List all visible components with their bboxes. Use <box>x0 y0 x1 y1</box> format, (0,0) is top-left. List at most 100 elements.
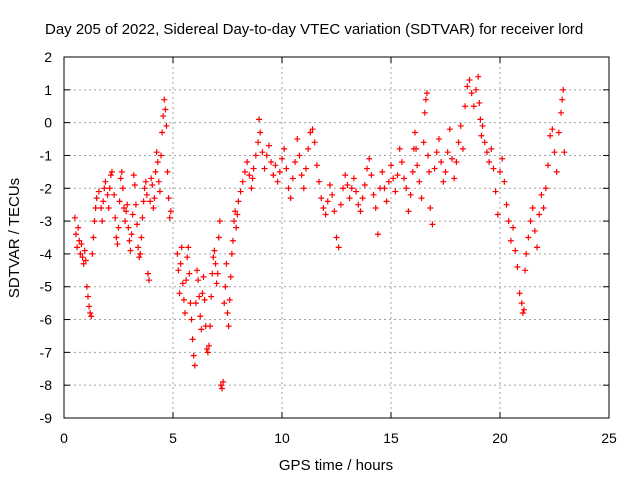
data-point <box>466 76 473 83</box>
data-point <box>212 260 219 267</box>
data-point <box>298 172 305 179</box>
y-axis-title: SDTVAR / TECUs <box>6 178 23 298</box>
data-point <box>265 142 272 149</box>
data-point <box>522 267 529 274</box>
data-point <box>174 250 181 257</box>
data-point <box>479 122 486 129</box>
data-point <box>276 168 283 175</box>
data-point <box>167 208 174 215</box>
data-point <box>95 188 102 195</box>
data-point <box>181 309 188 316</box>
data-point <box>185 244 192 251</box>
data-point <box>531 227 538 234</box>
data-point <box>208 293 215 300</box>
data-point <box>93 195 100 202</box>
data-point <box>542 185 549 192</box>
data-point <box>250 165 257 172</box>
data-point <box>538 191 545 198</box>
data-point <box>183 277 190 284</box>
data-point <box>102 178 109 185</box>
data-point <box>494 211 501 218</box>
data-point <box>195 277 202 284</box>
data-point <box>147 198 154 205</box>
data-point <box>309 126 316 133</box>
data-point <box>125 224 132 231</box>
data-point <box>259 149 266 156</box>
data-point <box>344 181 351 188</box>
data-point <box>193 267 200 274</box>
data-point <box>184 254 191 261</box>
data-point <box>189 336 196 343</box>
data-point <box>396 145 403 152</box>
y-tick-label: -5 <box>40 279 53 295</box>
data-point <box>390 175 397 182</box>
data-point <box>91 218 98 225</box>
data-point <box>425 152 432 159</box>
y-tick-label: -6 <box>40 312 53 328</box>
data-point <box>217 382 224 389</box>
data-point <box>302 165 309 172</box>
data-point <box>329 191 336 198</box>
data-point <box>201 296 208 303</box>
data-point <box>512 247 519 254</box>
data-point <box>216 218 223 225</box>
data-point <box>534 244 541 251</box>
data-point <box>549 126 556 133</box>
data-point <box>307 129 314 136</box>
data-point <box>75 224 82 231</box>
data-point <box>239 178 246 185</box>
data-point <box>226 296 233 303</box>
data-point <box>422 96 429 103</box>
data-point <box>199 290 206 297</box>
data-point <box>223 260 230 267</box>
data-point <box>503 201 510 208</box>
data-point <box>156 188 163 195</box>
data-point <box>187 300 194 307</box>
data-point <box>249 175 256 182</box>
data-point <box>311 139 318 146</box>
data-point <box>192 300 199 307</box>
data-point <box>392 188 399 195</box>
data-point <box>476 99 483 106</box>
data-point <box>368 172 375 179</box>
data-point <box>90 234 97 241</box>
data-point <box>477 116 484 123</box>
data-point <box>180 296 187 303</box>
data-point <box>296 152 303 159</box>
data-point <box>426 168 433 175</box>
data-point <box>300 185 307 192</box>
data-point <box>137 250 144 257</box>
data-point <box>372 204 379 211</box>
data-point <box>409 168 416 175</box>
data-point <box>553 168 560 175</box>
data-point <box>283 165 290 172</box>
data-point <box>261 165 268 172</box>
data-point <box>558 109 565 116</box>
data-point <box>350 175 357 182</box>
data-point <box>429 221 436 228</box>
y-tick-label: -9 <box>40 410 53 426</box>
data-point <box>158 152 165 159</box>
data-point <box>348 185 355 192</box>
data-point <box>152 168 159 175</box>
data-point <box>379 168 386 175</box>
data-point <box>446 126 453 133</box>
data-point <box>514 264 521 271</box>
data-point <box>88 313 95 320</box>
data-point <box>270 172 277 179</box>
data-point <box>78 241 85 248</box>
data-point <box>478 132 485 139</box>
x-tick-label: 5 <box>169 430 177 446</box>
data-point <box>74 244 81 251</box>
data-point <box>413 145 420 152</box>
x-tick-label: 0 <box>60 430 68 446</box>
data-point <box>403 185 410 192</box>
data-point <box>159 129 166 136</box>
data-point <box>118 168 125 175</box>
data-point <box>225 323 232 330</box>
data-point <box>394 172 401 179</box>
y-tick-label: -1 <box>40 147 53 163</box>
data-point <box>547 132 554 139</box>
data-point <box>527 218 534 225</box>
